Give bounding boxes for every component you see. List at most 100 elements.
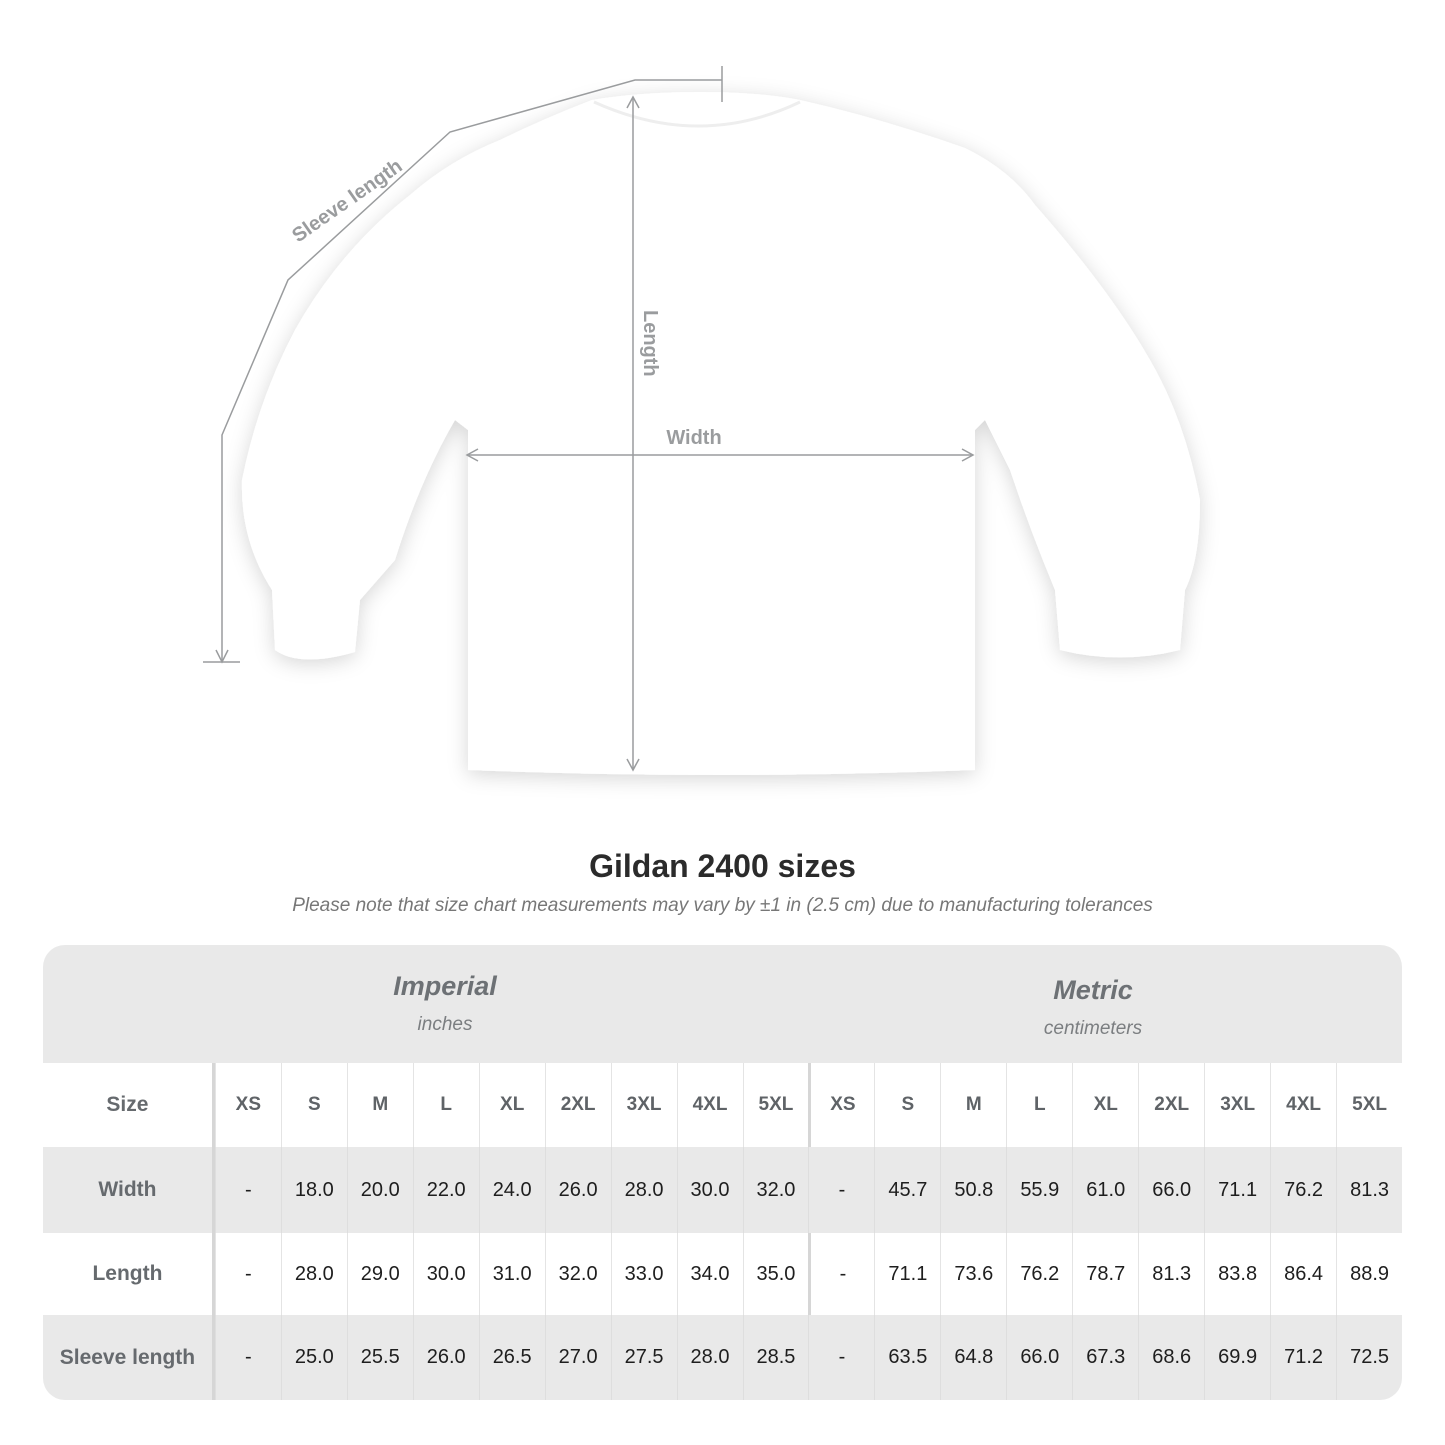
unit-header: Imperial inches Metric centimeters xyxy=(43,945,1402,1063)
arrow-down-icon xyxy=(626,758,640,772)
table-cell: 28.0 xyxy=(280,1233,347,1315)
metric-title: Metric xyxy=(1053,975,1133,1005)
arrow-up-icon xyxy=(626,95,640,109)
table-cell: 68.6 xyxy=(1138,1315,1204,1400)
table-cell: 72.5 xyxy=(1336,1315,1402,1400)
table-cell: 24.0 xyxy=(478,1147,545,1233)
table-cell: 88.9 xyxy=(1336,1233,1402,1315)
table-cell: - xyxy=(214,1147,281,1233)
table-cell: 5XL xyxy=(742,1063,809,1147)
table-cell: 22.0 xyxy=(412,1147,479,1233)
width-label: Width xyxy=(666,427,721,449)
table-cell: 3XL xyxy=(1204,1063,1270,1147)
table-cell: 64.8 xyxy=(940,1315,1006,1400)
table-cell: 71.2 xyxy=(1270,1315,1336,1400)
arrow-left-icon xyxy=(465,448,479,462)
table-cell: 25.0 xyxy=(280,1315,347,1400)
table-cell: 28.5 xyxy=(742,1315,809,1400)
length-label: Length xyxy=(639,310,661,377)
table-cell: 2XL xyxy=(544,1063,611,1147)
table-cell: 81.3 xyxy=(1336,1147,1402,1233)
table-cell: S xyxy=(280,1063,347,1147)
long-sleeve-shirt xyxy=(241,92,1201,775)
table-cell: 27.0 xyxy=(544,1315,611,1400)
table-cell: 30.0 xyxy=(412,1233,479,1315)
table-row: Length -28.0 29.0 30.0 31.0 32.0 33.0 34.0 35.0-… xyxy=(43,1233,1402,1315)
imperial-title: Imperial xyxy=(393,971,497,1001)
table-row: Width -18.0 20.0 22.0 24.0 26.0 28.0 30.0 32.0-4… xyxy=(43,1147,1402,1233)
table-cell: - xyxy=(808,1147,874,1233)
row-label: Sleeve length xyxy=(43,1315,215,1400)
table-cell: - xyxy=(214,1315,281,1400)
table-cell: XS xyxy=(214,1063,281,1147)
table-cell: XS xyxy=(808,1063,874,1147)
table-cell: 83.8 xyxy=(1204,1233,1270,1315)
imperial-unit: inches xyxy=(417,1014,473,1035)
page-title: Gildan 2400 sizes xyxy=(589,848,856,884)
shirt-diagram: Sleeve length Length Width xyxy=(203,66,1201,775)
metric-header: Metric centimeters xyxy=(863,975,1323,1040)
table-cell: 26.0 xyxy=(412,1315,479,1400)
sleeve-measure-line xyxy=(221,79,722,662)
sleeve-arrow-icon xyxy=(215,649,229,664)
table-cell: 32.0 xyxy=(742,1147,809,1233)
table-cell: 2XL xyxy=(1138,1063,1204,1147)
row-label: Length xyxy=(43,1233,215,1315)
table-cell: 81.3 xyxy=(1138,1233,1204,1315)
arrow-right-icon xyxy=(961,448,975,462)
table-cell: 76.2 xyxy=(1270,1147,1336,1233)
table-cell: 26.0 xyxy=(544,1147,611,1233)
table-cell: 66.0 xyxy=(1006,1315,1072,1400)
table-cell: 78.7 xyxy=(1072,1233,1138,1315)
table-cell: 33.0 xyxy=(610,1233,677,1315)
row-label: Size xyxy=(43,1063,215,1147)
tolerance-note: Please note that size chart measurements… xyxy=(292,895,1153,916)
size-table: Imperial inches Metric centimeters Size X… xyxy=(43,945,1402,1400)
table-cell: XL xyxy=(478,1063,545,1147)
table-cell: 76.2 xyxy=(1006,1233,1072,1315)
size-header-row: Size XS S M L XL 2XL 3XL 4XL 5XL XS S M L XL 2XL 3XL 4XL 5… xyxy=(43,1063,1402,1147)
table-cell: 71.1 xyxy=(1204,1147,1270,1233)
collar xyxy=(593,100,801,128)
table-cell: XL xyxy=(1072,1063,1138,1147)
table-cell: 55.9 xyxy=(1006,1147,1072,1233)
table-cell: 4XL xyxy=(676,1063,743,1147)
table-cell: 5XL xyxy=(1336,1063,1402,1147)
table-cell: 66.0 xyxy=(1138,1147,1204,1233)
imperial-header: Imperial inches xyxy=(215,971,675,1036)
table-cell: 30.0 xyxy=(676,1147,743,1233)
table-cell: 35.0 xyxy=(742,1233,809,1315)
table-cell: 20.0 xyxy=(346,1147,413,1233)
table-row: Sleeve length -25.0 25.5 26.0 26.5 27.0 27.5 28… xyxy=(43,1315,1402,1400)
table-cell: S xyxy=(874,1063,940,1147)
table-cell: 26.5 xyxy=(478,1315,545,1400)
table-cell: 69.9 xyxy=(1204,1315,1270,1400)
table-cell: 32.0 xyxy=(544,1233,611,1315)
table-cell: L xyxy=(1006,1063,1072,1147)
metric-unit: centimeters xyxy=(1043,1018,1143,1039)
table-cell: 73.6 xyxy=(940,1233,1006,1315)
table-cell: - xyxy=(808,1233,874,1315)
table-cell: 31.0 xyxy=(478,1233,545,1315)
table-cell: 27.5 xyxy=(610,1315,677,1400)
table-cell: 45.7 xyxy=(874,1147,940,1233)
table-cell: M xyxy=(346,1063,413,1147)
table-cell: 86.4 xyxy=(1270,1233,1336,1315)
table-cell: 63.5 xyxy=(874,1315,940,1400)
table-cell: - xyxy=(214,1233,281,1315)
table-cell: 28.0 xyxy=(676,1315,743,1400)
table-cell: 3XL xyxy=(610,1063,677,1147)
table-cell: 71.1 xyxy=(874,1233,940,1315)
table-cell: 50.8 xyxy=(940,1147,1006,1233)
table-cell: 18.0 xyxy=(280,1147,347,1233)
table-cell: M xyxy=(940,1063,1006,1147)
table-cell: 4XL xyxy=(1270,1063,1336,1147)
table-cell: - xyxy=(808,1315,874,1400)
table-cell: L xyxy=(412,1063,479,1147)
table-cell: 25.5 xyxy=(346,1315,413,1400)
table-cell: 61.0 xyxy=(1072,1147,1138,1233)
row-label: Width xyxy=(43,1147,215,1233)
table-cell: 28.0 xyxy=(610,1147,677,1233)
table-cell: 29.0 xyxy=(346,1233,413,1315)
table-cell: 67.3 xyxy=(1072,1315,1138,1400)
